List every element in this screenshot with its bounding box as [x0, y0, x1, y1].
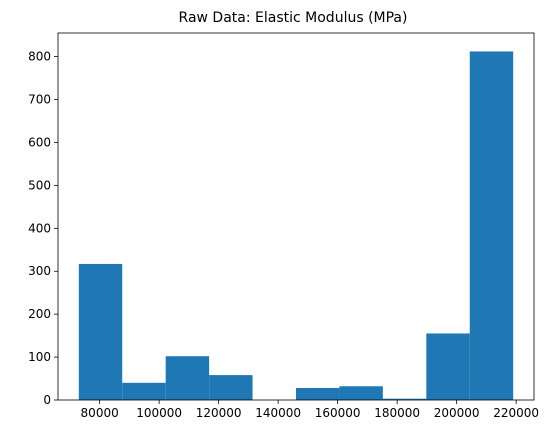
- y-tick-label: 800: [28, 50, 51, 64]
- x-tick-label: 220000: [493, 406, 539, 420]
- histogram-bar: [339, 386, 383, 400]
- x-tick-label: 160000: [315, 406, 361, 420]
- plot-frame: [57, 32, 535, 401]
- x-axis: 80000 100000 120000 140000 160000 180000 20000…: [81, 400, 539, 420]
- y-tick-label: 0: [43, 393, 51, 407]
- y-tick-label: 700: [28, 93, 51, 107]
- y-tick-label: 400: [28, 221, 51, 235]
- y-tick-label: 200: [28, 307, 51, 321]
- x-tick-label: 180000: [374, 406, 420, 420]
- x-tick-label: 80000: [81, 406, 119, 420]
- x-tick-label: 200000: [434, 406, 480, 420]
- x-tick-label: 120000: [196, 406, 242, 420]
- y-tick-label: 500: [28, 178, 51, 192]
- x-tick-label: 140000: [255, 406, 301, 420]
- x-tick-label: 100000: [136, 406, 182, 420]
- histogram-bar: [122, 382, 166, 400]
- chart-title: Raw Data: Elastic Modulus (MPa): [179, 10, 408, 26]
- histogram-bar: [165, 356, 210, 400]
- y-tick-label: 600: [28, 135, 51, 149]
- histogram-bar: [469, 51, 514, 401]
- histogram-bar: [209, 375, 253, 400]
- bars: [78, 51, 514, 401]
- y-axis: 0 100 200 300 400 500 600 700 800: [28, 50, 58, 407]
- histogram-bar: [78, 263, 123, 400]
- histogram-bar: [296, 387, 340, 400]
- histogram-bar: [426, 333, 470, 400]
- y-tick-label: 300: [28, 264, 51, 278]
- histogram-bar: [382, 398, 427, 400]
- y-tick-label: 100: [28, 350, 51, 364]
